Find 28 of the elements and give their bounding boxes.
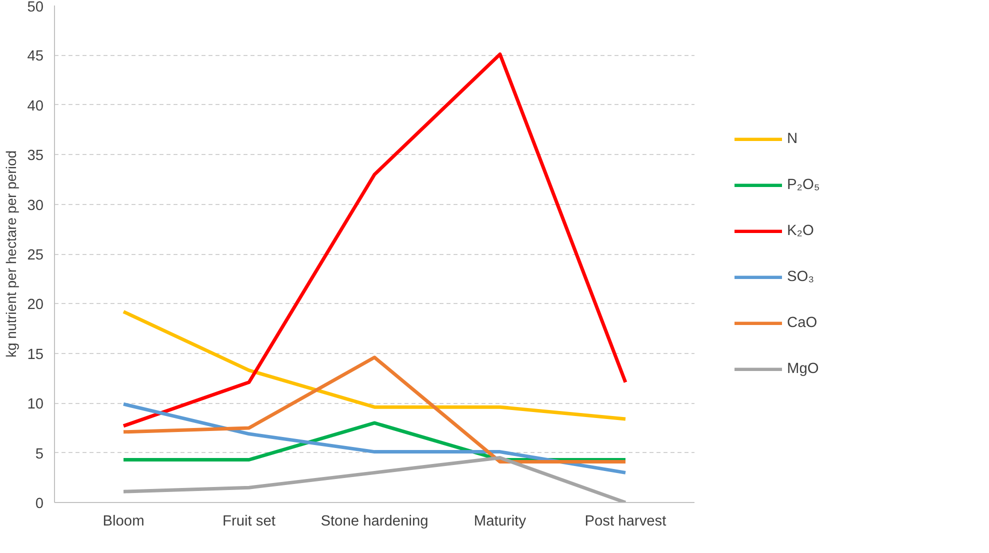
- x-tick-label: Stone hardening: [320, 514, 428, 530]
- legend-label: P₂O₅: [787, 176, 820, 192]
- y-tick-label: 0: [35, 496, 44, 512]
- y-tick-label: 20: [27, 297, 44, 314]
- y-tick-label: 5: [35, 446, 44, 462]
- y-tick-label: 10: [27, 396, 44, 413]
- legend-label: K₂O: [787, 222, 814, 238]
- x-tick-label: Post harvest: [584, 514, 666, 530]
- line-series: [122, 310, 628, 421]
- legend-label: SO₃: [787, 268, 814, 284]
- y-tick-label: 45: [27, 48, 44, 65]
- x-tick-label: Maturity: [474, 514, 527, 530]
- line-series: [122, 456, 628, 502]
- y-tick-label: 15: [27, 346, 44, 363]
- legend-label: N: [787, 130, 799, 146]
- y-tick-label: 50: [27, 0, 44, 16]
- legend-label: CaO: [787, 314, 818, 330]
- line-series: [122, 402, 628, 474]
- y-tick-label: 25: [27, 248, 44, 264]
- x-tick-label: Fruit set: [222, 514, 276, 530]
- line-series: [122, 356, 628, 464]
- legend-label: MgO: [787, 360, 819, 376]
- y-tick-label: 30: [27, 198, 44, 214]
- x-tick-label: Bloom: [102, 514, 144, 530]
- line-series: [122, 52, 628, 428]
- y-tick-label: 35: [27, 148, 44, 164]
- y-tick-label: 40: [27, 98, 44, 114]
- y-axis-title: kg nutrient per hectare per period: [3, 150, 20, 358]
